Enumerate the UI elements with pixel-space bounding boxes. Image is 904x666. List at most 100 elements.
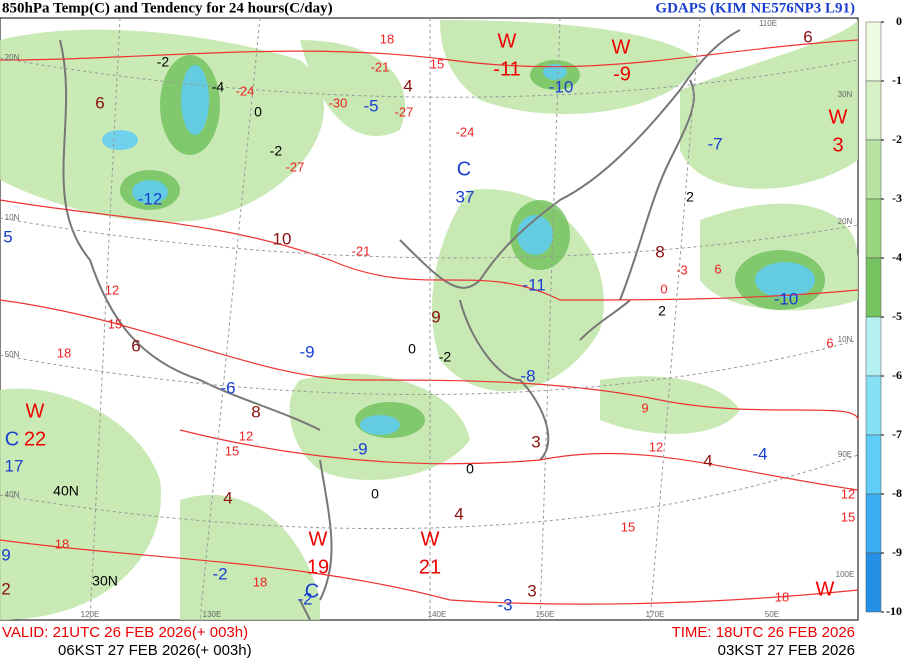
wind: 22 (24, 428, 46, 450)
colorbar-tick-label: -2 (892, 132, 902, 146)
valid-kst: 06KST 27 FEB 2026(+ 003h) (58, 642, 252, 659)
colorbar-swatch (865, 316, 882, 377)
red-contour-label: -27 (286, 159, 305, 174)
grid-label: 150E (536, 610, 555, 619)
grid-label: 10N (5, 213, 20, 222)
red-contour-label: 6 (714, 261, 721, 276)
grid-label: 170E (646, 610, 665, 619)
value-label: 9 (431, 307, 440, 326)
value-label: 6 (803, 27, 812, 46)
red-contour-label: 18 (380, 31, 394, 46)
contours (0, 39, 859, 605)
colorbar-tick-label: -8 (892, 486, 902, 500)
red-contour-label: -3 (676, 262, 688, 277)
wind: -11 (493, 58, 520, 80)
colorbar-tick-label: -9 (892, 545, 902, 559)
low-label: -9 (352, 439, 367, 458)
red-contour-label: -21 (352, 243, 371, 258)
black-contour-label: -2 (439, 349, 452, 365)
wind: W (829, 106, 848, 128)
map-labels: W-11W-9W3W22W21W19WC37C17C-12-5-10-7-11-… (1, 19, 855, 619)
low-label: -10 (774, 289, 799, 308)
grid-label: 30N (838, 90, 853, 99)
red-contour-label: -21 (371, 59, 390, 74)
colorbar-swatch (865, 434, 882, 495)
colorbar-tick-label: -6 (892, 368, 902, 382)
low-label: 9 (1, 545, 10, 564)
title: 850hPa Temp(C) and Tendency for 24 hours… (2, 0, 333, 16)
colorbar-swatch (865, 493, 882, 554)
low-label: -12 (138, 189, 163, 208)
low-label: 17 (5, 456, 24, 475)
value-label: 8 (251, 402, 260, 421)
low-label: -9 (299, 342, 314, 361)
wind: 19 (307, 556, 329, 578)
red-contour-label: 12 (841, 486, 855, 501)
wind: W (309, 528, 328, 550)
red-contour-label: 9 (641, 400, 648, 415)
value-label: 6 (131, 336, 140, 355)
red-contour-label: 15 (430, 56, 444, 71)
low-label: -11 (522, 275, 545, 294)
value-label: 3 (531, 432, 540, 451)
low-label: -8 (520, 366, 535, 385)
low-label: -7 (707, 134, 722, 153)
colorbar: 0 -1 -2 -3 -4 -5 -6 -7 -8 -9 -10 (865, 14, 902, 618)
red-contour-label: 15 (841, 509, 855, 524)
model-name: GDAPS (KIM NE576NP3 L91) (655, 0, 855, 16)
black-contour-label: -2 (270, 143, 283, 159)
grid-label: 130E (203, 610, 222, 619)
low-label: -5 (363, 96, 378, 115)
colorbar-tick-label: -1 (892, 73, 902, 87)
low-label: -4 (752, 444, 767, 463)
value-label: 4 (703, 451, 712, 470)
black-contour-label: -4 (212, 79, 225, 95)
red-contour-label: 6 (826, 335, 833, 350)
low-label: -6 (220, 378, 235, 397)
graticule (0, 17, 859, 621)
cold-center: C (5, 428, 19, 450)
red-contour-label: 15 (621, 519, 635, 534)
black-contour-label: 30N (92, 573, 118, 589)
grid-label: 20N (5, 53, 20, 62)
wind: 21 (419, 556, 441, 578)
red-contour-label: 12 (239, 428, 253, 443)
black-contour-label: 2 (658, 303, 666, 319)
time-kst: 03KST 27 FEB 2026 (718, 642, 855, 659)
red-contour-label: -24 (236, 83, 255, 98)
low-label: -2 (212, 564, 227, 583)
value-label: 4 (223, 488, 232, 507)
grid-label: 100E (836, 570, 855, 579)
red-contour-label: 15 (225, 443, 239, 458)
black-contour-label: 2 (686, 189, 694, 205)
red-contour-label: -24 (456, 124, 475, 139)
wind: W (26, 400, 45, 422)
grid-label: 50N (5, 350, 20, 359)
grid-label: 120E (81, 610, 100, 619)
colorbar-swatch (865, 198, 882, 259)
wind: 3 (832, 134, 843, 156)
low-label: -10 (549, 77, 574, 96)
black-contour-label: 0 (408, 341, 416, 357)
value-label: 8 (655, 242, 664, 261)
red-contour-label: 18 (253, 574, 267, 589)
red-contour-label: 12 (649, 439, 663, 454)
grid-label: 110E (759, 19, 777, 28)
colorbar-swatch (865, 80, 882, 141)
red-contour-label: 0 (660, 281, 667, 296)
red-contour-label: 18 (57, 345, 71, 360)
low-label: 37 (456, 187, 475, 206)
colorbar-tick-label: -5 (892, 309, 902, 323)
colorbar-swatch (865, 139, 882, 200)
red-contour-label: 12 (105, 282, 119, 297)
grid-label: 20N (838, 217, 853, 226)
wind: -9 (613, 63, 631, 85)
grid-label: 90E (838, 450, 852, 459)
grid-label: 140E (428, 610, 447, 619)
colorbar-tick-label: -10 (886, 604, 902, 618)
colorbar-tick-label: 0 (896, 14, 902, 28)
colorbar-tick-label: -7 (892, 427, 902, 441)
value-label: 4 (403, 76, 412, 95)
black-contour-label: 40N (53, 483, 79, 499)
